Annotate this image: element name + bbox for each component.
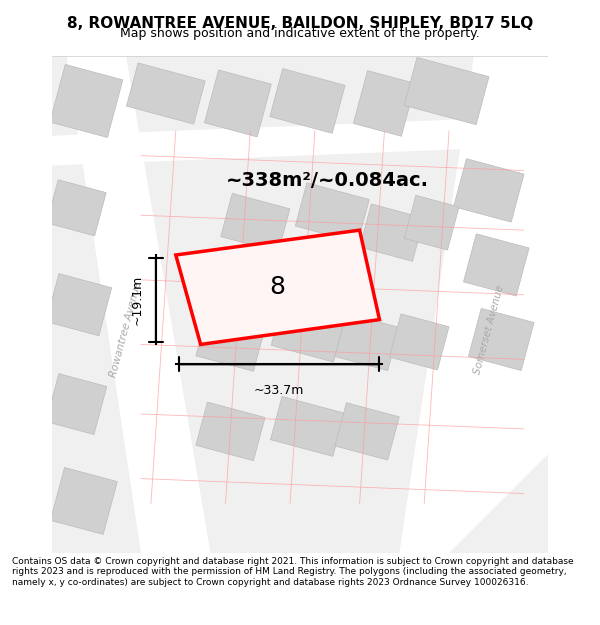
Polygon shape xyxy=(271,307,344,362)
Polygon shape xyxy=(221,193,290,252)
Polygon shape xyxy=(463,234,529,296)
Polygon shape xyxy=(196,402,265,461)
Polygon shape xyxy=(47,180,106,236)
Polygon shape xyxy=(360,204,424,261)
Polygon shape xyxy=(469,308,534,371)
Text: Somerset Avenue: Somerset Avenue xyxy=(472,284,506,376)
Polygon shape xyxy=(67,56,211,553)
Polygon shape xyxy=(50,64,123,138)
Text: Map shows position and indicative extent of the property.: Map shows position and indicative extent… xyxy=(120,28,480,41)
Polygon shape xyxy=(52,116,548,166)
Polygon shape xyxy=(127,63,205,124)
Polygon shape xyxy=(295,182,369,243)
Text: ~19.1m: ~19.1m xyxy=(130,274,143,325)
Polygon shape xyxy=(46,374,107,434)
Polygon shape xyxy=(389,314,449,370)
Text: Contains OS data © Crown copyright and database right 2021. This information is : Contains OS data © Crown copyright and d… xyxy=(12,557,574,586)
Polygon shape xyxy=(176,230,380,344)
Text: 8, ROWANTREE AVENUE, BAILDON, SHIPLEY, BD17 5LQ: 8, ROWANTREE AVENUE, BAILDON, SHIPLEY, B… xyxy=(67,16,533,31)
Polygon shape xyxy=(270,69,345,133)
Polygon shape xyxy=(404,58,489,124)
Text: ~33.7m: ~33.7m xyxy=(254,384,304,398)
Polygon shape xyxy=(404,196,459,250)
Polygon shape xyxy=(50,468,118,534)
Text: ~338m²/~0.084ac.: ~338m²/~0.084ac. xyxy=(226,171,428,190)
Text: 8: 8 xyxy=(269,275,286,299)
Polygon shape xyxy=(196,312,265,371)
Polygon shape xyxy=(335,313,399,371)
Polygon shape xyxy=(454,159,524,222)
Polygon shape xyxy=(46,274,112,336)
Polygon shape xyxy=(271,396,344,456)
Polygon shape xyxy=(205,70,271,137)
Polygon shape xyxy=(335,402,399,460)
Polygon shape xyxy=(400,56,548,553)
Polygon shape xyxy=(353,71,416,136)
Text: Rowantree Avenue: Rowantree Avenue xyxy=(109,281,144,379)
